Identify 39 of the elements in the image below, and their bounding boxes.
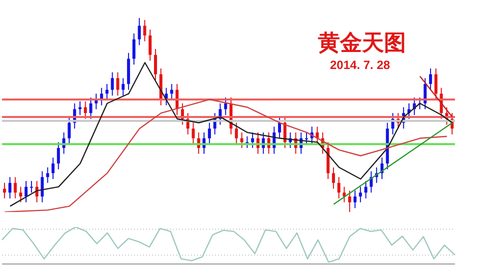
candlestick: [110, 72, 114, 96]
candlestick: [246, 136, 249, 148]
candlestick: [354, 190, 357, 209]
candlestick: [348, 190, 352, 212]
candlestick: [24, 180, 28, 203]
candlestick: [122, 78, 125, 96]
candlestick: [84, 100, 87, 120]
candlestick: [3, 182, 6, 199]
candlestick: [68, 116, 71, 145]
candlestick: [208, 122, 211, 145]
candlestick: [192, 122, 195, 145]
candlestick: [429, 68, 432, 90]
candlestick: [154, 48, 157, 81]
candlestick: [332, 166, 335, 190]
candlestick: [305, 132, 308, 145]
candlestick: [138, 18, 141, 46]
candlestick: [278, 116, 282, 139]
candlestick: [434, 68, 438, 100]
candlestick: [8, 176, 12, 199]
candlestick: [364, 180, 368, 199]
candlestick: [30, 180, 33, 194]
candlestick: [224, 97, 228, 116]
candlestick: [14, 176, 17, 199]
candlestick: [337, 176, 340, 199]
candlestick: [40, 170, 44, 203]
candlestick: [46, 166, 50, 184]
candlestick: [132, 33, 136, 66]
candlestick: [89, 97, 92, 120]
candlestick: [19, 186, 22, 203]
candlestick: [148, 29, 152, 62]
candlestick: [143, 19, 146, 42]
candlestick: [234, 122, 238, 145]
candlestick: [56, 142, 60, 170]
candlestick: [52, 157, 55, 180]
candlestick: [116, 72, 120, 96]
candlestick: [358, 186, 362, 203]
text: 2014. 7. 28: [330, 58, 390, 72]
candlestick: [78, 100, 82, 116]
text: 黄金天图: [318, 29, 406, 58]
